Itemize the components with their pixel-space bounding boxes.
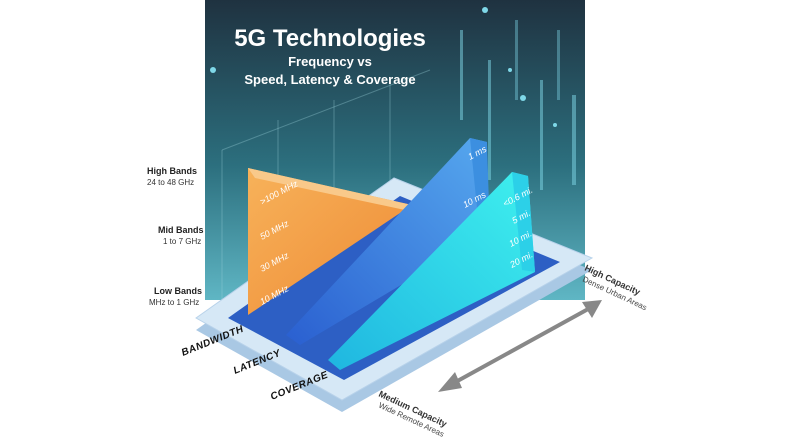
title: 5G Technologies — [234, 25, 426, 52]
band-range: 1 to 7 GHz — [163, 237, 201, 246]
coverage-wedge — [328, 172, 535, 370]
subtitle: Speed, Latency & Coverage — [244, 72, 415, 87]
band-name: Mid Bands — [158, 225, 204, 235]
coverage-face — [512, 172, 535, 272]
band-range: MHz to 1 GHz — [149, 298, 199, 307]
latency-wedge — [286, 138, 487, 345]
light-streaks — [210, 7, 576, 190]
bandwidth-wedge — [248, 168, 412, 315]
subtitle: Frequency vs — [288, 54, 372, 69]
bandwidth-top — [248, 168, 412, 210]
band-range: 24 to 48 GHz — [147, 178, 194, 187]
capacity-arrow — [438, 300, 602, 392]
band-name: Low Bands — [154, 286, 202, 296]
band-name: High Bands — [147, 166, 197, 176]
